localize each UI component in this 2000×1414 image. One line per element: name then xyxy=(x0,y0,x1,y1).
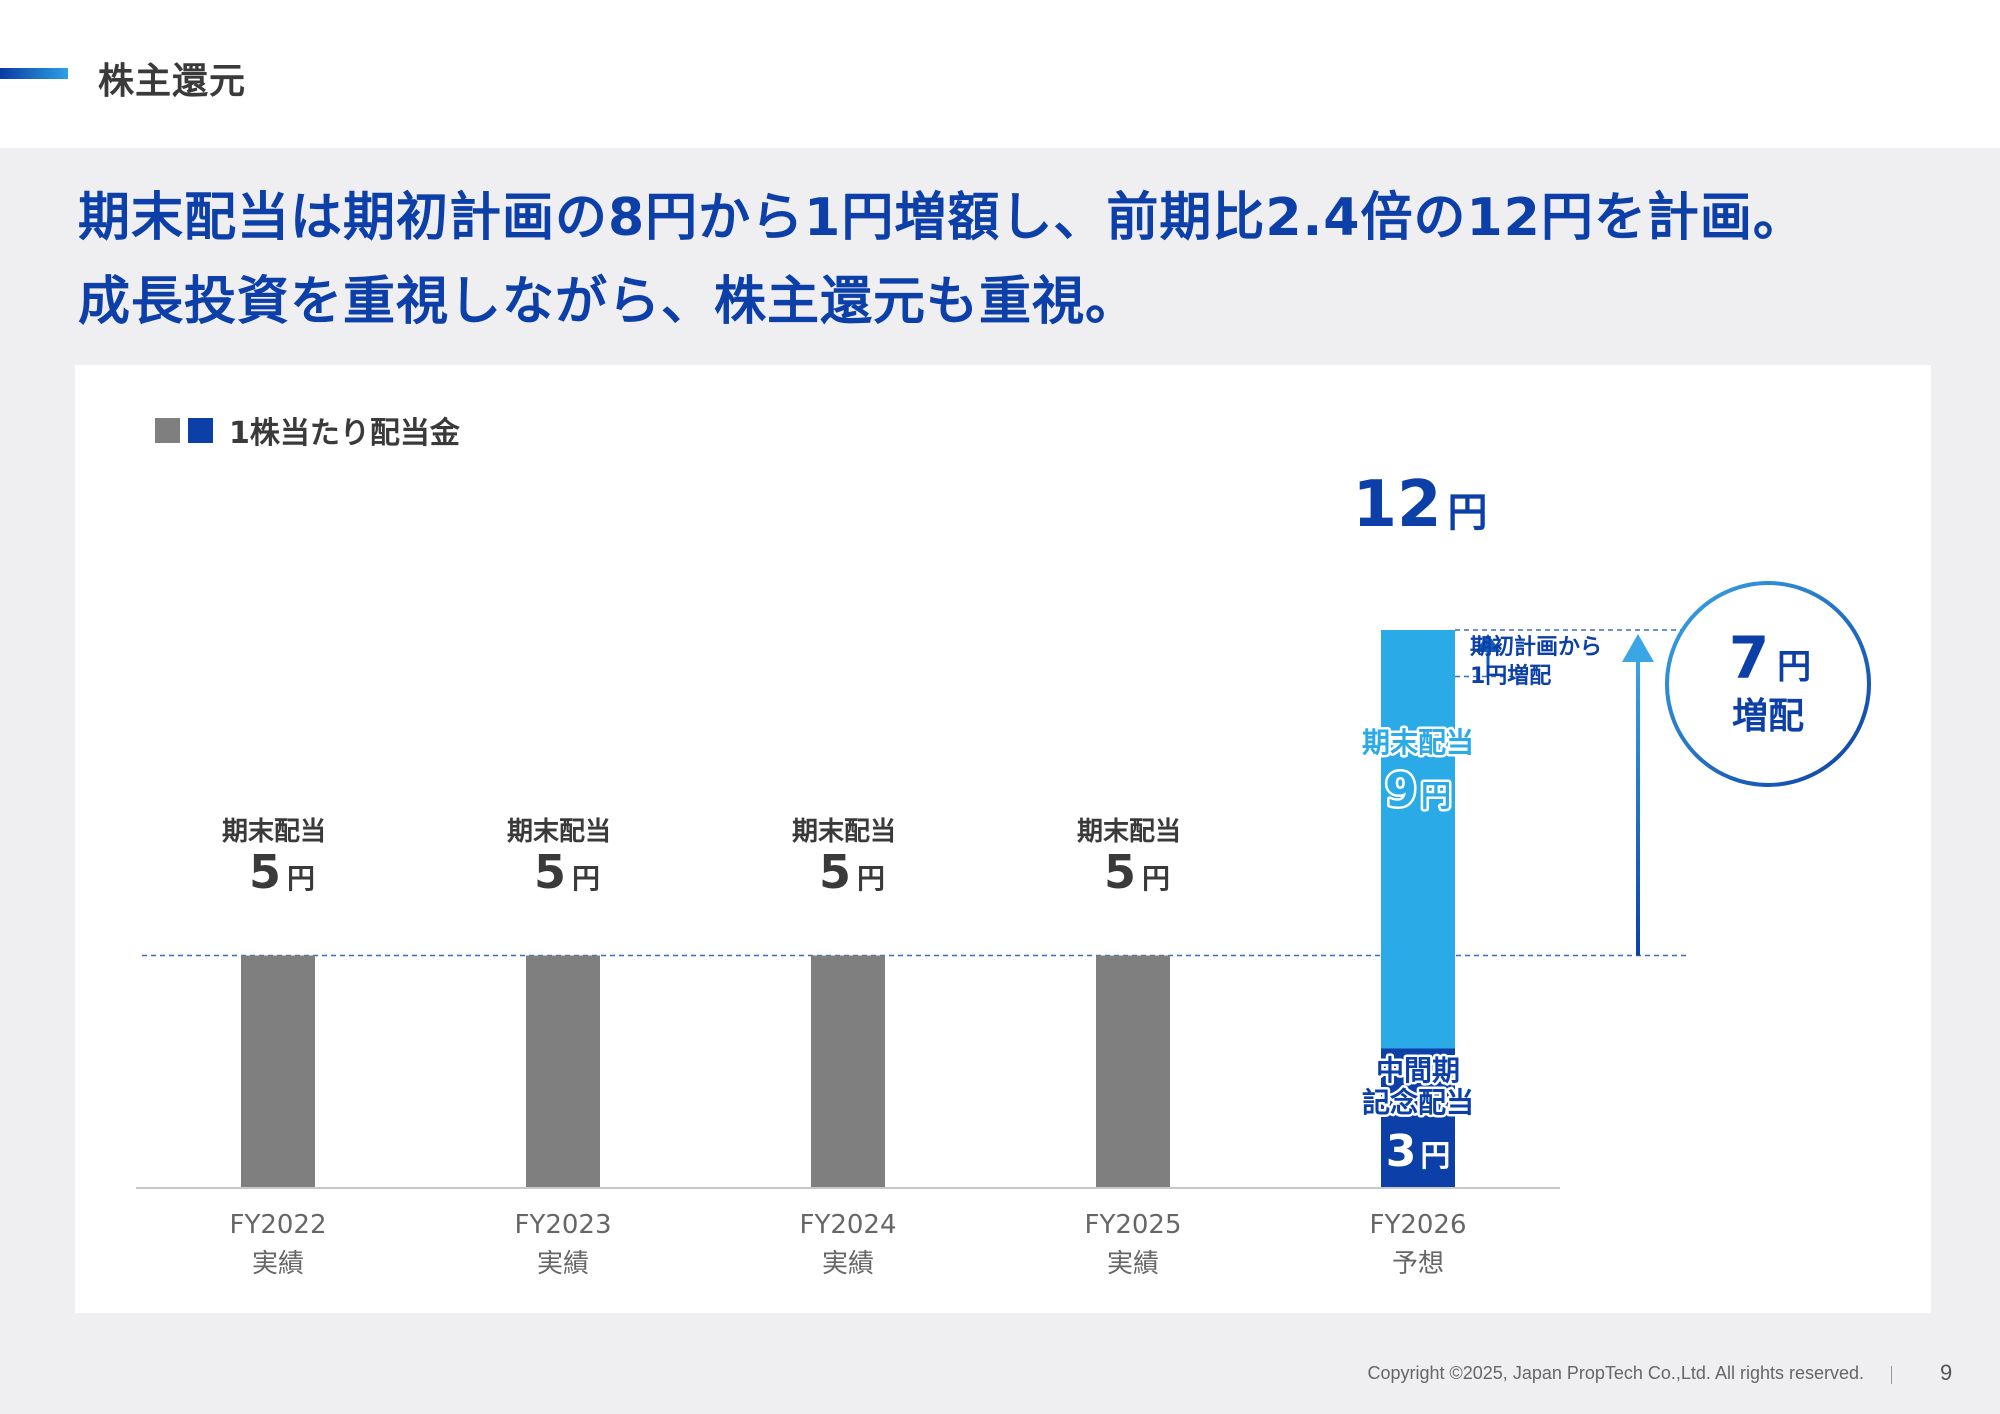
x-tick-label-FY2024: FY2024 xyxy=(799,1210,896,1240)
bar-FY2022-year-end xyxy=(241,955,315,1188)
data-label-name-FY2023: 期末配当 xyxy=(507,817,611,847)
fy2026-lower-label-line2: 記念配当 xyxy=(1362,1086,1474,1119)
chart-legend: 1株当たり配当金 xyxy=(155,410,460,451)
increase-badge-label: 増配 xyxy=(1732,696,1804,737)
headline-line-1: 期末配当は期初計画の8円から1円増額し、前期比2.4倍の12円を計画。 xyxy=(78,188,1806,248)
chart-panel xyxy=(75,365,1931,1313)
data-label-name-FY2025: 期末配当 xyxy=(1077,817,1181,847)
x-tick-sublabel-FY2026: 予想 xyxy=(1392,1249,1444,1279)
section-title: 株主還元 xyxy=(98,61,247,102)
headline: 期末配当は期初計画の8円から1円増額し、前期比2.4倍の12円を計画。 成長投資… xyxy=(78,176,1958,344)
increase-badge-circle xyxy=(1665,581,1871,787)
total-increase-arrow-shaft xyxy=(1636,656,1640,956)
increase-note-line1: 期初計画から xyxy=(1470,634,1602,660)
x-tick-label-FY2022: FY2022 xyxy=(229,1210,326,1240)
increase-note-line2: 1円増配 xyxy=(1470,663,1551,689)
bars-layer xyxy=(136,629,1688,1189)
x-tick-sublabel-FY2023: 実績 xyxy=(537,1249,589,1279)
header-accent-bar xyxy=(0,68,68,79)
fy2026-total-label: 12 円 xyxy=(1352,468,1487,542)
bar-FY2024-year-end xyxy=(811,955,885,1188)
x-tick-sublabel-FY2025: 実績 xyxy=(1107,1249,1159,1279)
bar-FY2026-year-end xyxy=(1381,630,1455,1049)
x-tick-sublabel-FY2022: 実績 xyxy=(252,1249,304,1279)
bar-FY2025-year-end xyxy=(1096,955,1170,1188)
data-label-name-FY2024: 期末配当 xyxy=(792,817,896,847)
total-increase-arrow-head xyxy=(1622,634,1654,662)
legend-swatch-gray xyxy=(155,417,180,443)
legend-label: 1株当たり配当金 xyxy=(229,416,460,451)
copyright: Copyright ©2025, Japan PropTech Co.,Ltd.… xyxy=(1367,1363,1864,1383)
header-bar xyxy=(0,0,2000,148)
fy2026-upper-label: 期末配当 xyxy=(1362,726,1474,759)
bar-FY2023-year-end xyxy=(526,955,600,1188)
footer-separator xyxy=(1891,1366,1892,1384)
x-tick-label-FY2023: FY2023 xyxy=(514,1210,611,1240)
page-number: 9 xyxy=(1940,1360,1953,1385)
x-tick-label-FY2026: FY2026 xyxy=(1369,1210,1466,1240)
data-label-name-FY2022: 期末配当 xyxy=(222,817,326,847)
legend-swatch-blue xyxy=(188,417,213,443)
labels-layer: FY2022 実績 FY2023 実績 FY2024 実績 FY2025 実績 FY2026 予想… xyxy=(222,468,1871,1279)
headline-line-2: 成長投資を重視しながら、株主還元も重視。 xyxy=(78,272,1139,332)
plan-increase-arrow-head xyxy=(1475,634,1501,652)
bar-FY2026-interim xyxy=(1381,1048,1455,1188)
x-tick-sublabel-FY2024: 実績 xyxy=(822,1249,874,1279)
fy2026-lower-label-line1: 中間期 xyxy=(1376,1054,1460,1087)
x-tick-label-FY2025: FY2025 xyxy=(1084,1210,1181,1240)
